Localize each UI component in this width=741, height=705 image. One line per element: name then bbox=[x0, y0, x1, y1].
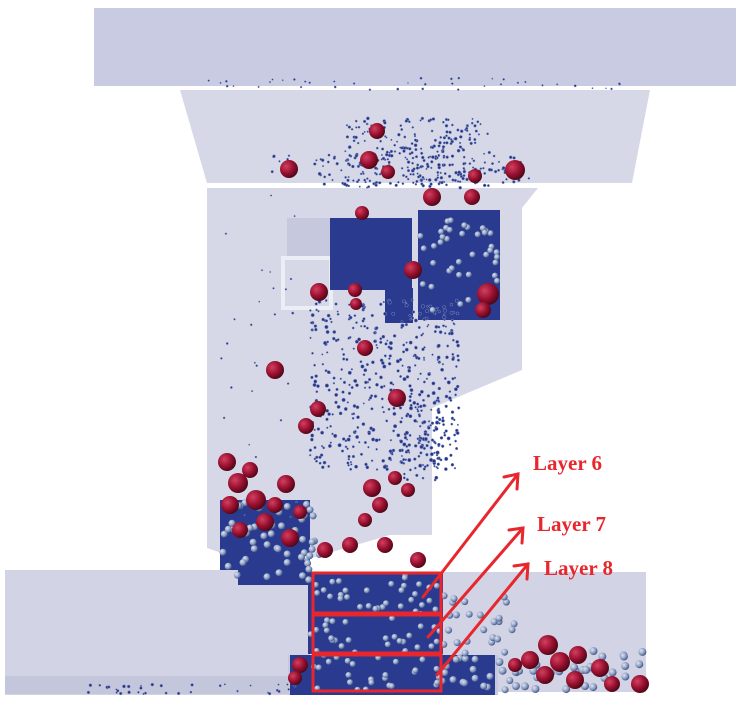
lower-left-chute bbox=[5, 570, 310, 695]
lower-left-foot bbox=[5, 676, 310, 694]
layer-7-arrow bbox=[426, 526, 525, 639]
layer-6-label: Layer 6 bbox=[533, 451, 603, 475]
layer-8-arrow bbox=[435, 562, 530, 677]
particle-field bbox=[86, 76, 649, 696]
layer-arrows bbox=[421, 472, 530, 677]
layer-8-label: Layer 8 bbox=[544, 556, 614, 580]
layer-boxes bbox=[311, 571, 443, 693]
layer-8-box bbox=[311, 653, 443, 693]
layer-6-box bbox=[311, 571, 443, 615]
inner-panel bbox=[287, 218, 335, 256]
layer-6-arrow bbox=[421, 472, 520, 599]
layer-7-box bbox=[311, 613, 443, 655]
layer-7-label: Layer 7 bbox=[537, 512, 607, 536]
top-plate bbox=[94, 8, 736, 86]
